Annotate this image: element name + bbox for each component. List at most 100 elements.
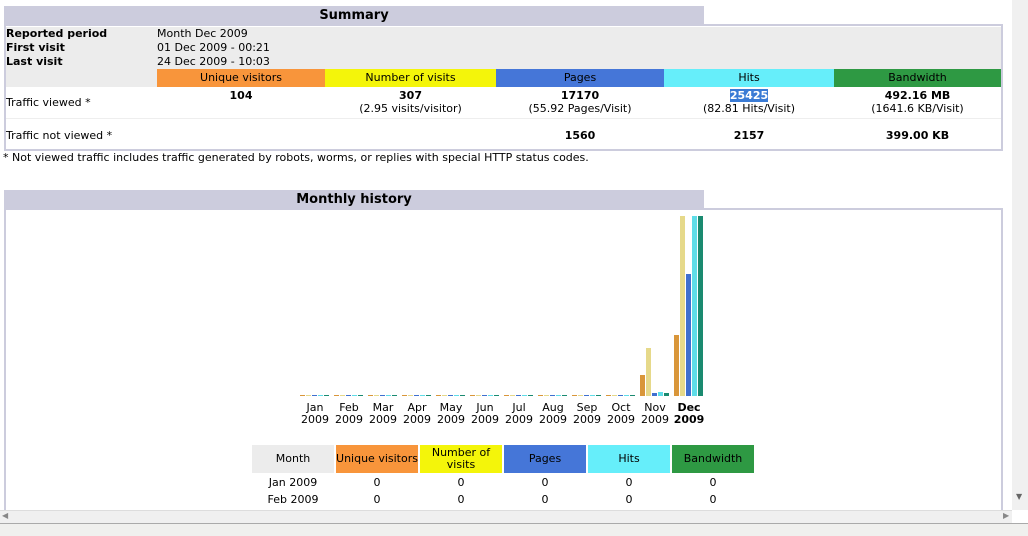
row-month: Feb 2009 <box>267 493 319 506</box>
th-month: Month <box>252 445 334 473</box>
row-value: 0 <box>457 493 465 506</box>
bar-number-of-visits-5 <box>476 395 481 396</box>
month-name: Jun <box>476 401 494 414</box>
month-year: 2009 <box>437 413 465 426</box>
bar-number-of-visits-2 <box>374 395 379 396</box>
reported-period-value: Month Dec 2009 <box>157 27 248 40</box>
bar-bandwidth-mb--6 <box>528 395 533 396</box>
bar-unique-visitors-1 <box>334 395 339 396</box>
month-year: 2009 <box>301 413 329 426</box>
month-year: 2009 <box>641 413 669 426</box>
bar-bandwidth-mb--9 <box>630 395 635 396</box>
bar-pages-3 <box>414 395 419 396</box>
bar-hits-9 <box>624 395 629 396</box>
month-label: Nov 2009 <box>638 402 672 426</box>
th-visits: Number of visits <box>420 445 502 473</box>
month-year: 2009 <box>471 413 499 426</box>
traffic-viewed-row: Traffic viewed * 104 307 (2.95 visits/vis… <box>6 87 1001 119</box>
bar-unique-visitors-10 <box>640 375 645 396</box>
viewed-pages: 17170 <box>560 89 600 102</box>
month-year: 2009 <box>335 413 363 426</box>
month-name: Jan <box>306 401 324 414</box>
row-value: 0 <box>709 493 717 506</box>
bar-number-of-visits-7 <box>544 395 549 396</box>
bar-number-of-visits-0 <box>306 395 311 396</box>
bar-hits-10 <box>658 392 663 396</box>
bar-hits-0 <box>318 395 323 396</box>
th-pages: Pages <box>504 445 586 473</box>
bar-hits-1 <box>352 395 357 396</box>
bar-pages-1 <box>346 395 351 396</box>
bar-unique-visitors-3 <box>402 395 407 396</box>
viewed-hits[interactable]: 25425 <box>729 89 769 102</box>
month-label: Jun 2009 <box>468 402 502 426</box>
bar-bandwidth-mb--2 <box>392 395 397 396</box>
month-label: May 2009 <box>434 402 468 426</box>
bar-pages-8 <box>584 395 589 396</box>
bar-unique-visitors-11 <box>674 335 679 396</box>
history-title: Monthly history <box>4 190 704 209</box>
traffic-viewed-label: Traffic viewed * <box>6 96 91 109</box>
month-year: 2009 <box>673 413 705 426</box>
footnote: * Not viewed traffic includes traffic ge… <box>3 151 589 164</box>
bar-unique-visitors-2 <box>368 395 373 396</box>
bar-pages-10 <box>652 393 657 396</box>
th-bandwidth: Bandwidth <box>672 445 754 473</box>
header-visits: Number of visits <box>325 69 496 87</box>
bar-bandwidth-mb--11 <box>698 216 703 396</box>
viewed-hits-sub: (82.81 Hits/Visit) <box>702 102 796 115</box>
bar-pages-0 <box>312 395 317 396</box>
bar-bandwidth-mb--8 <box>596 395 601 396</box>
bar-number-of-visits-1 <box>340 395 345 396</box>
not-viewed-bandwidth: 399.00 KB <box>885 129 950 142</box>
th-hits: Hits <box>588 445 670 473</box>
bar-number-of-visits-10 <box>646 348 651 396</box>
month-name: Dec <box>677 401 701 414</box>
bar-unique-visitors-6 <box>504 395 509 396</box>
bar-hits-7 <box>556 395 561 396</box>
bar-number-of-visits-4 <box>442 395 447 396</box>
month-label: Feb 2009 <box>332 402 366 426</box>
row-value: 0 <box>625 476 633 489</box>
month-name: Nov <box>644 401 666 414</box>
vertical-scrollbar[interactable]: ▼ <box>1012 0 1028 510</box>
scroll-left-arrow-icon[interactable]: ◀ <box>2 511 9 520</box>
month-label: Oct 2009 <box>604 402 638 426</box>
traffic-not-viewed-row: Traffic not viewed * 1560 2157 399.00 KB <box>6 120 1001 149</box>
bar-pages-9 <box>618 395 623 396</box>
bar-unique-visitors-4 <box>436 395 441 396</box>
month-year: 2009 <box>573 413 601 426</box>
horizontal-scrollbar[interactable]: ◀ ▶ <box>0 510 1012 523</box>
header-unique-visitors: Unique visitors <box>157 69 325 87</box>
month-year: 2009 <box>403 413 431 426</box>
bar-number-of-visits-11 <box>680 216 685 396</box>
first-visit-label: First visit <box>6 41 65 54</box>
header-pages: Pages <box>496 69 664 87</box>
bar-bandwidth-mb--4 <box>460 395 465 396</box>
bar-unique-visitors-9 <box>606 395 611 396</box>
scroll-down-arrow-icon[interactable]: ▼ <box>1016 492 1023 501</box>
bar-hits-5 <box>488 395 493 396</box>
bar-bandwidth-mb--1 <box>358 395 363 396</box>
first-visit-value: 01 Dec 2009 - 00:21 <box>157 41 270 54</box>
month-label: Sep 2009 <box>570 402 604 426</box>
row-value: 0 <box>625 493 633 506</box>
history-box <box>4 208 1003 518</box>
month-year: 2009 <box>539 413 567 426</box>
traffic-not-viewed-label: Traffic not viewed * <box>6 129 113 142</box>
not-viewed-hits: 2157 <box>733 129 765 142</box>
month-name: Oct <box>611 401 631 414</box>
row-value: 0 <box>457 476 465 489</box>
header-bandwidth: Bandwidth <box>834 69 1001 87</box>
bar-hits-4 <box>454 395 459 396</box>
bar-pages-2 <box>380 395 385 396</box>
bar-number-of-visits-6 <box>510 395 515 396</box>
bar-hits-3 <box>420 395 425 396</box>
bar-number-of-visits-9 <box>612 395 617 396</box>
scroll-right-arrow-icon[interactable]: ▶ <box>1003 511 1010 520</box>
not-viewed-pages: 1560 <box>564 129 596 142</box>
summary-table: Reported period Month Dec 2009 First visi… <box>4 24 1003 151</box>
viewed-visits: 307 <box>399 89 422 102</box>
th-unique-visitors: Unique visitors <box>336 445 418 473</box>
month-name: May <box>439 401 463 414</box>
